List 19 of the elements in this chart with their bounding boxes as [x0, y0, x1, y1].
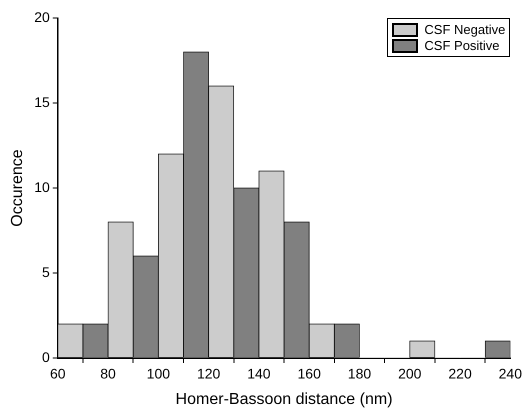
legend-label: CSF Positive [424, 38, 500, 53]
y-tick-label: 15 [34, 94, 50, 110]
x-tick-label: 60 [50, 365, 66, 382]
x-tick-label: 160 [298, 365, 322, 382]
x-tick-label: 100 [146, 365, 170, 382]
x-tick-label: 240 [498, 365, 522, 382]
x-tick-label: 200 [398, 365, 422, 382]
y-axis-title: Occurence [9, 149, 26, 227]
x-tick-label: 80 [100, 365, 116, 382]
x-tick-label: 140 [247, 365, 271, 382]
y-tick-label: 10 [34, 178, 50, 195]
legend-label: CSF Negative [424, 22, 506, 37]
y-tick-label: 0 [42, 348, 50, 365]
x-tick-label: 120 [196, 365, 221, 382]
x-axis-title: Homer-Bassoon distance (nm) [176, 390, 393, 408]
x-tick-label: 180 [348, 365, 372, 382]
y-tick-label: 20 [34, 8, 50, 25]
y-tick-label: 5 [42, 264, 50, 280]
x-tick-label: 220 [448, 365, 472, 382]
